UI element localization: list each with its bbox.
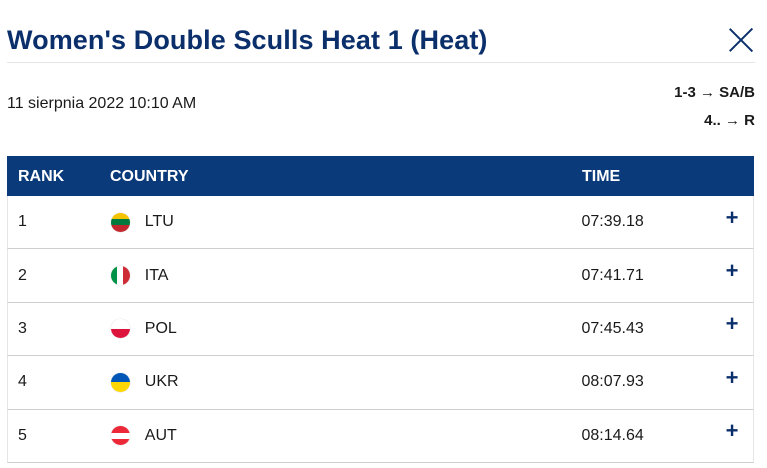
country-cell: LTU bbox=[101, 212, 582, 232]
table-row[interactable]: 5 AUT 08:14.64 + bbox=[7, 409, 754, 463]
column-header-time: TIME bbox=[582, 168, 621, 185]
country-cell: ITA bbox=[101, 266, 582, 286]
header-divider bbox=[7, 62, 755, 63]
expand-plus-icon[interactable]: + bbox=[725, 364, 739, 390]
table-row[interactable]: 2 ITA 07:41.71 + bbox=[7, 249, 754, 303]
panel-header: Women's Double Sculls Heat 1 (Heat) bbox=[7, 18, 755, 62]
race-meta: 11 sierpnia 2022 10:10 AM 1-3 → SA/B 4..… bbox=[7, 72, 755, 142]
column-header-country: COUNTRY bbox=[110, 168, 189, 185]
race-datetime: 11 sierpnia 2022 10:10 AM bbox=[7, 95, 197, 112]
flag-icon bbox=[110, 266, 130, 286]
column-header-rank: RANK bbox=[18, 168, 65, 185]
rank-cell: 5 bbox=[18, 426, 27, 444]
country-code: ITA bbox=[144, 266, 169, 284]
flag-icon bbox=[110, 372, 130, 392]
table-body: 1 LTU 07:39.18 +2 ITA 07:41.71 +3 POL 07:45.43 +4… bbox=[7, 196, 754, 463]
country-code: AUT bbox=[144, 426, 177, 444]
country-code: POL bbox=[144, 319, 177, 337]
rank-cell: 3 bbox=[18, 319, 27, 337]
time-cell: 07:39.18 bbox=[581, 213, 644, 231]
close-icon[interactable] bbox=[727, 26, 755, 54]
time-cell: 08:14.64 bbox=[581, 426, 644, 444]
progression-rule: 4.. → R bbox=[704, 112, 755, 129]
flag-icon bbox=[110, 426, 130, 446]
table-row[interactable]: 3 POL 07:45.43 + bbox=[7, 302, 754, 357]
time-cell: 07:45.43 bbox=[581, 319, 644, 337]
expand-plus-icon[interactable]: + bbox=[725, 258, 739, 284]
page-title: Women's Double Sculls Heat 1 (Heat) bbox=[7, 24, 488, 55]
table-header: RANK COUNTRY TIME bbox=[7, 156, 754, 196]
progression-rules: 1-3 → SA/B 4.. → R bbox=[674, 79, 755, 135]
expand-plus-icon[interactable]: + bbox=[725, 311, 739, 337]
flag-icon bbox=[110, 319, 130, 339]
flag-icon bbox=[110, 212, 130, 232]
country-cell: AUT bbox=[101, 426, 582, 446]
time-cell: 08:07.93 bbox=[581, 373, 644, 391]
country-code: LTU bbox=[144, 213, 174, 231]
expand-plus-icon[interactable]: + bbox=[725, 204, 739, 230]
expand-plus-icon[interactable]: + bbox=[725, 418, 739, 444]
country-code: UKR bbox=[144, 373, 179, 391]
table-row[interactable]: 1 LTU 07:39.18 + bbox=[7, 196, 754, 250]
country-cell: POL bbox=[101, 319, 582, 339]
rank-cell: 2 bbox=[18, 266, 27, 284]
rank-cell: 4 bbox=[18, 373, 27, 391]
country-cell: UKR bbox=[101, 372, 582, 392]
results-table: RANK COUNTRY TIME 1 LTU 07:39.18 +2 ITA 07:41… bbox=[7, 156, 754, 463]
rank-cell: 1 bbox=[18, 213, 27, 231]
progression-rule: 1-3 → SA/B bbox=[674, 84, 755, 101]
time-cell: 07:41.71 bbox=[581, 266, 644, 284]
table-row[interactable]: 4 UKR 08:07.93 + bbox=[7, 356, 754, 410]
